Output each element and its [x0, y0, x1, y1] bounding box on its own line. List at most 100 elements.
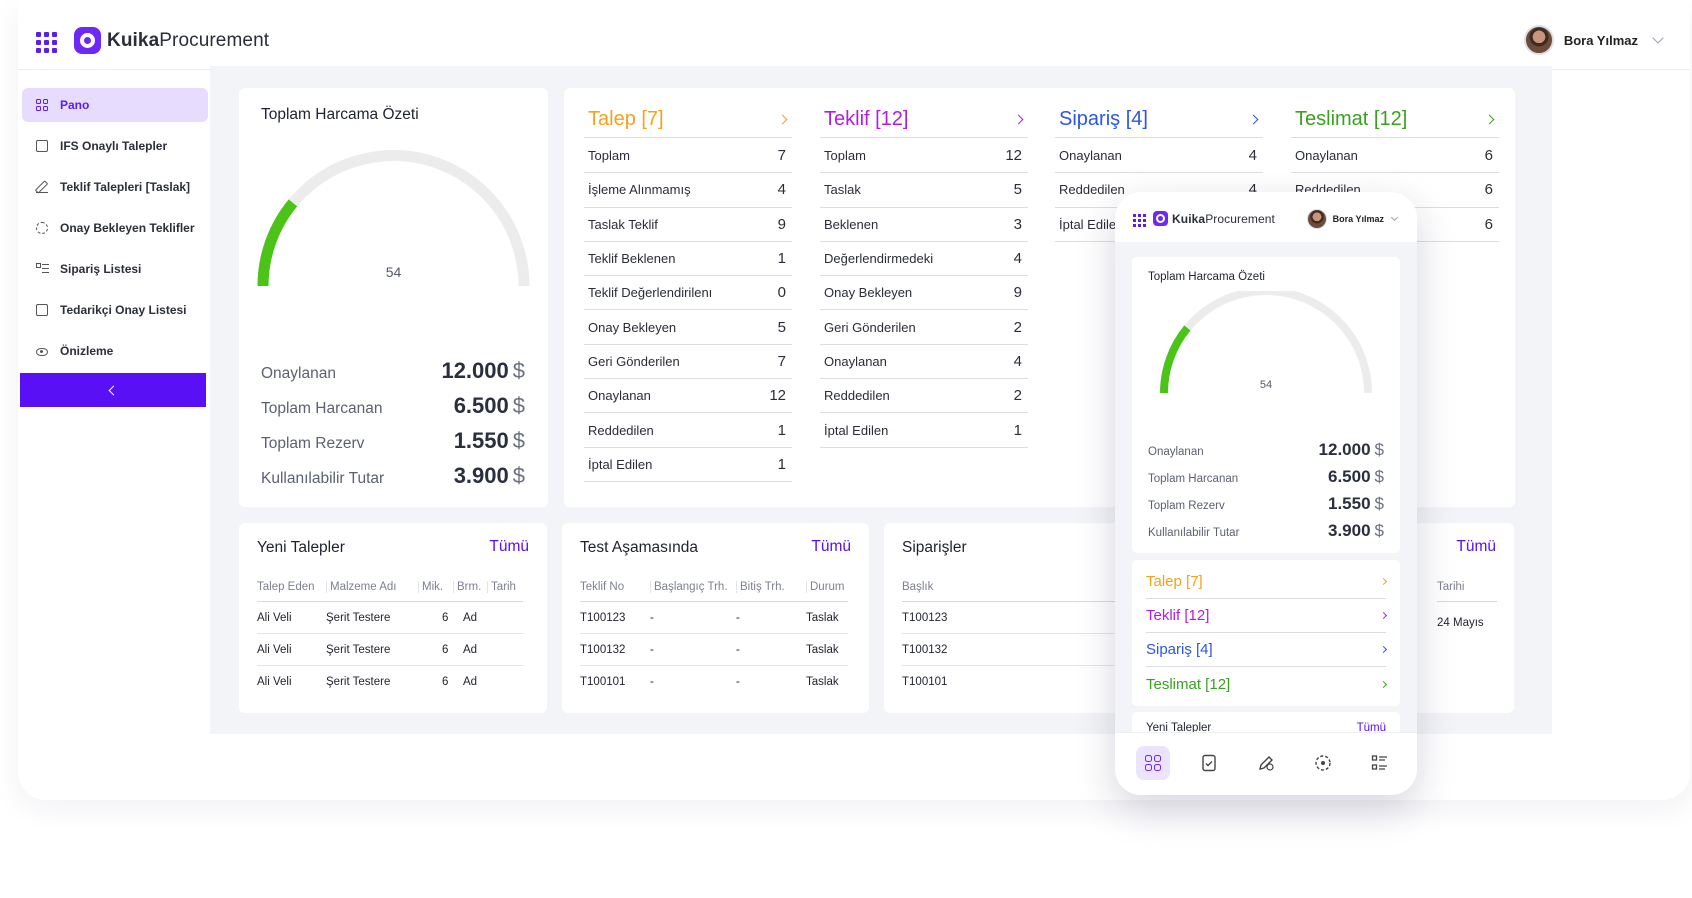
status-count: 7 — [777, 352, 786, 370]
card-title: Toplam Harcama Özeti — [1148, 271, 1265, 283]
status-row[interactable]: İşleme Alınmamış 4 — [584, 173, 792, 208]
column-header[interactable]: Başlangıç Trh. — [650, 580, 736, 593]
column-header[interactable]: Bitiş Trh. — [736, 580, 806, 593]
column-header[interactable]: Teklif No — [580, 580, 625, 593]
status-row[interactable]: İptal Edilen 1 — [820, 413, 1028, 448]
card-title: Siparişler — [902, 539, 967, 556]
view-all-link[interactable]: Tümü — [1356, 722, 1386, 734]
table-row[interactable]: Ali Veli Şerit Testere 6 Ad — [257, 666, 523, 698]
status-row[interactable]: Onay Bekleyen 5 — [584, 311, 792, 345]
stat-value: 3.900 $ — [1327, 521, 1384, 540]
view-all-link[interactable]: Tümü — [1456, 538, 1496, 555]
table-cell: T100132 — [580, 643, 626, 656]
status-row[interactable]: Onaylanan 4 — [1055, 139, 1263, 174]
table-row[interactable]: Ali Veli Şerit Testere 6 Ad — [257, 634, 523, 666]
status-label: Teklif Değerlendirilenı — [588, 285, 713, 301]
status-row[interactable]: Değerlendirmedeki 4 — [820, 242, 1028, 277]
stat-label: Toplam Rezerv — [1148, 500, 1225, 512]
tab-requests[interactable] — [1249, 746, 1283, 780]
brand-logo[interactable]: KuikaProcurement — [1153, 211, 1275, 226]
table-cell: - — [650, 611, 654, 624]
status-row[interactable]: Toplam 12 — [820, 139, 1028, 174]
mobile-summary-card: Toplam Harcama Özeti 54 Onaylanan 12.000… — [1132, 257, 1400, 553]
column-header[interactable]: Brm. — [453, 580, 487, 593]
status-row[interactable]: Onaylanan 4 — [820, 345, 1028, 380]
column-header[interactable]: Tarih — [487, 580, 523, 593]
view-all-link[interactable]: Tümü — [811, 538, 851, 555]
sidebar-item-onay-bekleyen[interactable]: Onay Bekleyen Teklifler — [22, 211, 208, 245]
table-row[interactable]: T100101 — [902, 666, 1191, 698]
view-all-link[interactable]: Tümü — [489, 538, 529, 555]
sidebar-item-teklif-talepleri[interactable]: Teklif Talepleri [Taslak] — [22, 170, 208, 204]
column-header-link[interactable]: Teklif [12] — [820, 102, 1028, 138]
table-row[interactable]: Ali Veli Şerit Testere 6 Ad — [257, 602, 523, 634]
column-header[interactable]: Mik. — [418, 580, 453, 593]
status-row[interactable]: Taslak 5 — [820, 173, 1028, 208]
column-header[interactable]: Talep Eden — [257, 580, 315, 593]
status-row[interactable]: Reddedilen 2 — [820, 379, 1028, 414]
sidebar-item-label: Sipariş Listesi — [60, 262, 142, 276]
status-row[interactable]: Teklif Değerlendirilenı 0 — [584, 276, 792, 311]
stat-value: 1.550 $ — [1327, 494, 1384, 513]
stat-reserve: Toplam Rezerv 1.550 $ — [261, 428, 525, 454]
siparis-link[interactable]: Sipariş [4] — [1146, 633, 1388, 667]
status-row[interactable]: Geri Gönderilen 2 — [820, 311, 1028, 345]
sidebar-item-pano[interactable]: Pano — [22, 88, 208, 122]
stat-available: Kullanılabilir Tutar 3.900 $ — [1148, 521, 1384, 541]
table-row[interactable]: T100132 — [902, 634, 1191, 666]
column-header[interactable]: Durum — [806, 580, 848, 593]
list-icon — [36, 263, 49, 275]
sidebar-item-tedarikci-onay[interactable]: Tedarikçi Onay Listesi — [22, 293, 208, 327]
app-launcher-icon[interactable] — [1133, 214, 1146, 227]
sidebar-item-ifs-onayli-talepler[interactable]: IFS Onaylı Talepler — [22, 129, 208, 163]
app-window: KuikaProcurement Bora Yılmaz Pano IFS On… — [18, 0, 1690, 800]
stat-label: Kullanılabilir Tutar — [1148, 527, 1240, 539]
link-label: Sipariş [4] — [1146, 641, 1213, 658]
column-header[interactable]: Başlık — [902, 580, 934, 593]
column-header-link[interactable]: Talep [7] — [584, 102, 792, 138]
status-row[interactable]: Onay Bekleyen 9 — [820, 276, 1028, 311]
table-cell: Şerit Testere — [326, 611, 391, 624]
tab-dashboard[interactable] — [1136, 746, 1170, 780]
column-header[interactable]: Malzeme Adı — [326, 580, 418, 593]
status-label: Geri Gönderilen — [588, 353, 680, 369]
column-header-link[interactable]: Sipariş [4] — [1055, 102, 1263, 138]
teslimat-link[interactable]: Teslimat [12] — [1146, 667, 1388, 701]
status-row[interactable]: Geri Gönderilen 7 — [584, 345, 792, 380]
user-menu[interactable]: Bora Yılmaz — [1306, 209, 1399, 229]
status-count: 1 — [1013, 421, 1022, 439]
table-row[interactable]: T100123 — [902, 602, 1191, 634]
tab-documents[interactable] — [1192, 746, 1226, 780]
user-menu[interactable]: Bora Yılmaz — [1523, 25, 1664, 55]
column-header[interactable]: Tarihi — [1437, 580, 1465, 593]
table-row[interactable]: T100123 - - Taslak — [580, 602, 848, 634]
status-row[interactable]: Onaylanan 12 — [584, 379, 792, 414]
teklif-link[interactable]: Teklif [12] — [1146, 599, 1388, 633]
tab-orders[interactable] — [1363, 746, 1397, 780]
app-launcher-icon[interactable] — [36, 32, 57, 53]
table-row[interactable]: T100132 - - Taslak — [580, 634, 848, 666]
tab-pending[interactable] — [1306, 746, 1340, 780]
column-title: Teslimat [12] — [1295, 108, 1408, 130]
spending-summary-card: Toplam Harcama Özeti 54 Onaylanan 12.000… — [239, 88, 548, 507]
sidebar-item-siparis-listesi[interactable]: Sipariş Listesi — [22, 252, 208, 286]
brand-logo[interactable]: KuikaProcurement — [74, 27, 269, 54]
status-row[interactable]: Beklenen 3 — [820, 208, 1028, 242]
status-label: Reddedilen — [588, 422, 654, 438]
status-row[interactable]: Reddedilen 1 — [584, 413, 792, 448]
status-row[interactable]: Toplam 7 — [584, 139, 792, 174]
status-row[interactable]: Onaylanan 6 — [1291, 139, 1499, 174]
column-header-link[interactable]: Teslimat [12] — [1291, 102, 1499, 138]
collapse-sidebar-button[interactable] — [20, 373, 206, 407]
table-row[interactable]: 24 Mayıs — [1437, 607, 1507, 639]
status-row[interactable]: Teklif Beklenen 1 — [584, 242, 792, 277]
table-cell: Ali Veli — [257, 643, 292, 656]
stat-value: 3.900 $ — [453, 463, 525, 488]
sidebar-item-onizleme[interactable]: Önizleme — [22, 334, 208, 368]
talep-link[interactable]: Talep [7] — [1146, 565, 1388, 599]
status-row[interactable]: Taslak Teklif 9 — [584, 208, 792, 242]
status-row[interactable]: İptal Edilen 1 — [584, 448, 792, 482]
table-cell: 6 — [442, 676, 449, 688]
status-label: Toplam — [588, 148, 630, 164]
table-row[interactable]: T100101 - - Taslak — [580, 666, 848, 698]
